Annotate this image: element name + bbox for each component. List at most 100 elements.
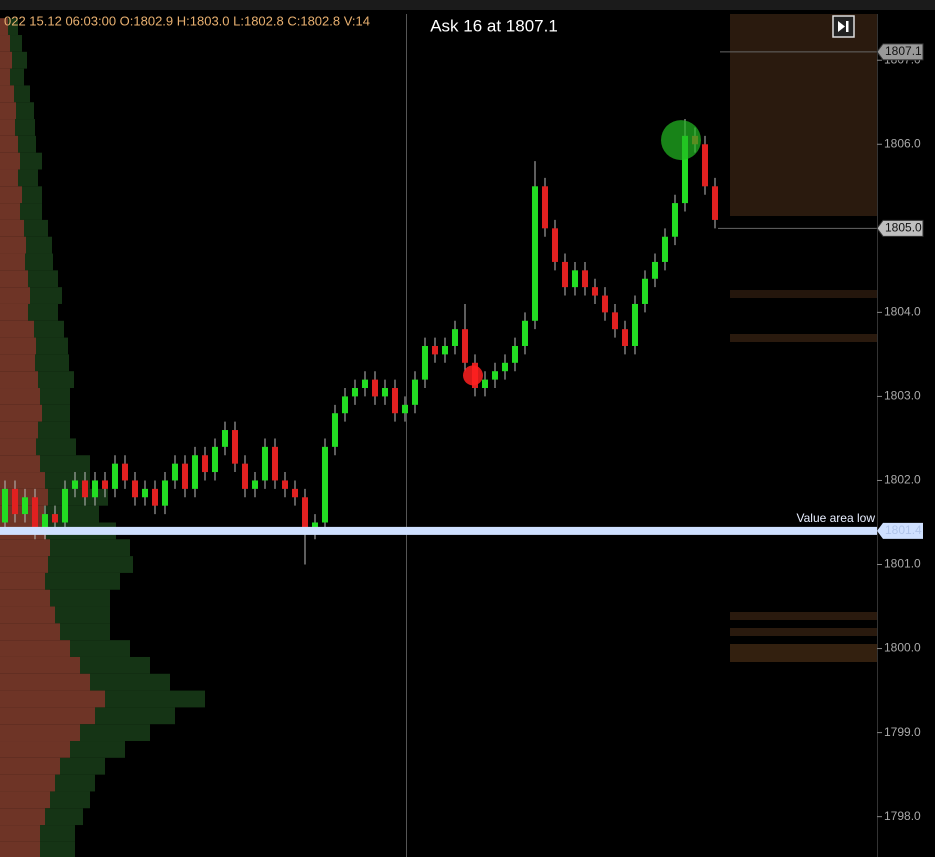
profile-buy [50, 539, 130, 557]
candle-body [182, 463, 188, 489]
candle-body [572, 270, 578, 288]
profile-buy [20, 203, 42, 220]
price-label-box [876, 43, 924, 61]
profile-buy [10, 35, 22, 52]
profile-sell [0, 388, 40, 405]
profile-sell [0, 253, 25, 271]
candle-body [272, 446, 278, 481]
profile-sell [0, 774, 55, 792]
candle-body [342, 396, 348, 414]
candle-body [612, 312, 618, 330]
candles [2, 119, 718, 565]
candle-body [32, 497, 38, 531]
profile-sell [0, 287, 30, 304]
y-tick-label: 1802.0 [884, 473, 921, 487]
bid-stripe [730, 628, 877, 636]
volume-profile [0, 18, 205, 857]
profile-buy [30, 287, 62, 304]
candle-body [162, 480, 168, 506]
candle-body [222, 430, 228, 447]
profile-sell [0, 421, 38, 439]
y-tick-label: 1798.0 [884, 809, 921, 823]
scroll-end-button[interactable] [832, 15, 855, 38]
candle-body [132, 480, 138, 498]
profile-buy [42, 404, 70, 422]
candle-body [92, 480, 98, 498]
candle-body [332, 413, 338, 447]
price-label: 1807.1 [885, 44, 922, 58]
profile-buy [80, 656, 150, 674]
profile-sell [0, 337, 36, 355]
candle-body [262, 446, 268, 481]
profile-sell [0, 85, 14, 103]
y-tick-label: 1801.0 [884, 557, 921, 571]
candle-body [362, 379, 368, 389]
candle-body [662, 236, 668, 262]
price-label: 1805.0 [885, 220, 922, 234]
profile-buy [8, 18, 18, 36]
profile-buy [55, 606, 110, 624]
profile-buy [28, 270, 58, 288]
y-tick-label: 1804.0 [884, 305, 921, 319]
profile-buy [18, 135, 36, 153]
candle-body [242, 463, 248, 489]
profile-sell [0, 656, 80, 674]
ask-zone [730, 14, 877, 216]
candle-body [322, 446, 328, 523]
candle-body [82, 480, 88, 498]
bid-stripe [730, 644, 877, 662]
candle-body [312, 522, 318, 531]
value-area-line [0, 526, 877, 535]
profile-sell [0, 572, 45, 590]
y-tick-label: 1806.0 [884, 136, 921, 150]
profile-sell [0, 404, 42, 422]
profile-sell [0, 606, 55, 624]
profile-buy [50, 791, 90, 809]
candle-body [512, 345, 518, 363]
candle-body [112, 463, 118, 489]
profile-buy [95, 707, 175, 725]
profile-buy [20, 152, 42, 170]
profile-sell [0, 68, 10, 86]
chart-title: Ask 16 at 1807.1 [430, 16, 558, 35]
y-tick-label: 1799.0 [884, 725, 921, 739]
profile-sell [0, 623, 60, 641]
candle-body [22, 497, 28, 515]
candle-body [442, 345, 448, 355]
profile-buy [45, 808, 83, 826]
profile-sell [0, 135, 18, 153]
profile-buy [105, 690, 205, 708]
profile-sell [0, 270, 28, 288]
candle-body [432, 345, 438, 355]
candle-body [382, 388, 388, 397]
profile-buy [48, 556, 133, 573]
bid-stripe [730, 290, 877, 298]
candle-body [632, 303, 638, 346]
profile-buy [45, 572, 120, 590]
profile-buy [70, 741, 125, 758]
profile-buy [38, 371, 74, 389]
profile-sell [0, 539, 50, 557]
profile-sell [0, 741, 70, 758]
profile-buy [28, 303, 58, 321]
profile-sell [0, 169, 18, 187]
candle-body [482, 379, 488, 389]
profile-buy [40, 455, 90, 473]
profile-sell [0, 303, 28, 321]
profile-buy [38, 421, 70, 439]
profile-sell [0, 640, 70, 657]
profile-sell [0, 186, 22, 204]
profile-buy [16, 102, 34, 120]
profile-buy [10, 68, 24, 86]
candle-body [102, 480, 108, 489]
profile-buy [22, 186, 42, 204]
y-tick-label: 1803.0 [884, 389, 921, 403]
profile-buy [26, 236, 52, 254]
profile-buy [25, 253, 53, 271]
candle-body [52, 514, 58, 523]
profile-sell [0, 472, 45, 489]
profile-sell [0, 556, 48, 573]
candle-body [542, 186, 548, 229]
profile-sell [0, 219, 24, 237]
bid-stripe [730, 334, 877, 342]
